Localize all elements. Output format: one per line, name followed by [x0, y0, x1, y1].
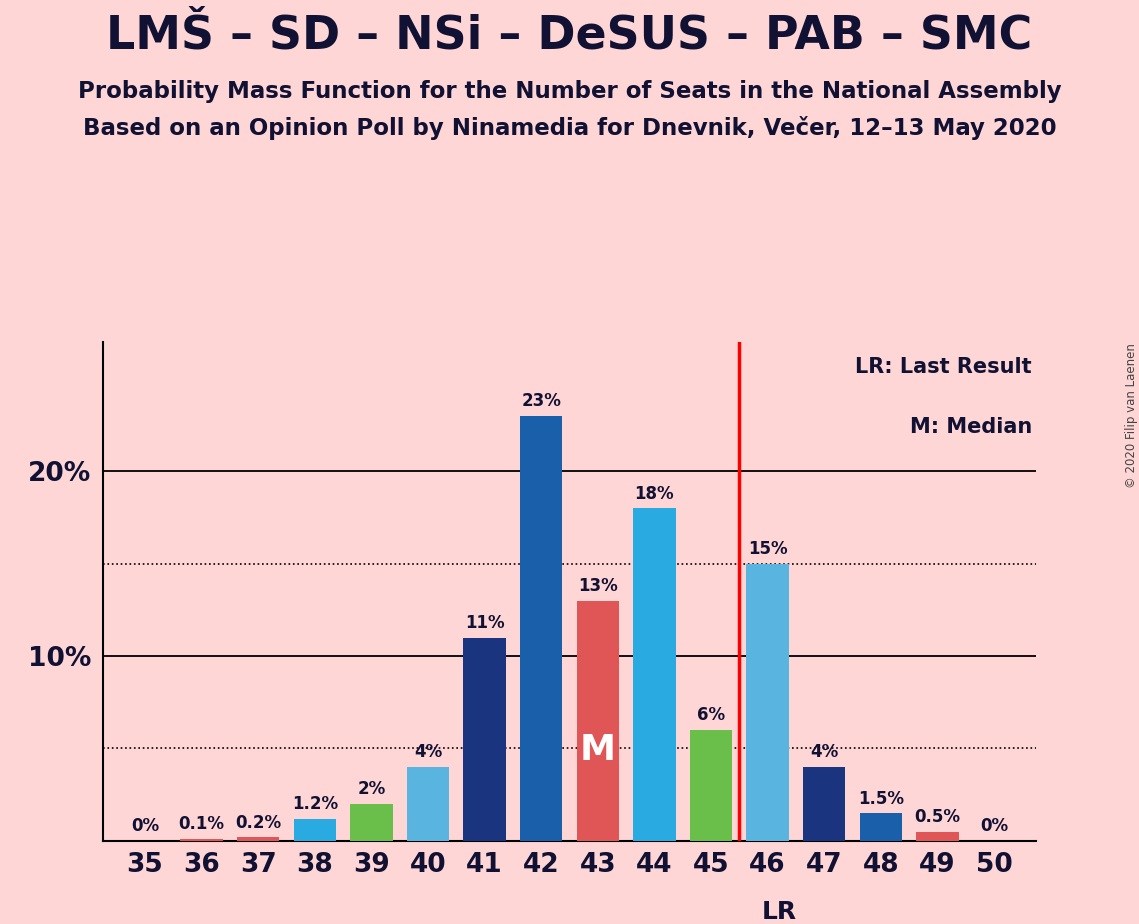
Text: 1.5%: 1.5% — [858, 790, 904, 808]
Text: 6%: 6% — [697, 707, 726, 724]
Bar — [690, 730, 732, 841]
Text: M: M — [580, 733, 616, 767]
Bar — [576, 601, 618, 841]
Text: Probability Mass Function for the Number of Seats in the National Assembly: Probability Mass Function for the Number… — [77, 80, 1062, 103]
Text: 15%: 15% — [748, 541, 787, 558]
Text: LR: Last Result: LR: Last Result — [855, 357, 1032, 377]
Text: © 2020 Filip van Laenen: © 2020 Filip van Laenen — [1124, 344, 1138, 488]
Text: 4%: 4% — [810, 744, 838, 761]
Text: 23%: 23% — [522, 393, 562, 410]
Text: LMŠ – SD – NSi – DeSUS – PAB – SMC: LMŠ – SD – NSi – DeSUS – PAB – SMC — [106, 14, 1033, 59]
Text: M: Median: M: Median — [910, 417, 1032, 437]
Text: 0.2%: 0.2% — [235, 814, 281, 832]
Bar — [916, 832, 959, 841]
Text: 13%: 13% — [577, 578, 617, 595]
Text: 4%: 4% — [413, 744, 442, 761]
Text: 0%: 0% — [131, 818, 159, 835]
Bar — [294, 819, 336, 841]
Bar — [860, 813, 902, 841]
Text: 0.1%: 0.1% — [179, 816, 224, 833]
Text: 0%: 0% — [980, 818, 1008, 835]
Bar — [180, 839, 223, 841]
Bar — [350, 804, 393, 841]
Bar — [464, 638, 506, 841]
Bar — [746, 564, 789, 841]
Bar — [521, 416, 563, 841]
Text: 11%: 11% — [465, 614, 505, 632]
Text: Based on an Opinion Poll by Ninamedia for Dnevnik, Večer, 12–13 May 2020: Based on an Opinion Poll by Ninamedia fo… — [83, 116, 1056, 140]
Text: 1.2%: 1.2% — [292, 796, 338, 813]
Text: LR: LR — [762, 900, 797, 924]
Bar — [407, 767, 449, 841]
Bar — [803, 767, 845, 841]
Bar — [633, 508, 675, 841]
Text: 2%: 2% — [358, 781, 385, 798]
Text: 0.5%: 0.5% — [915, 808, 960, 826]
Text: 18%: 18% — [634, 485, 674, 503]
Bar — [237, 837, 279, 841]
